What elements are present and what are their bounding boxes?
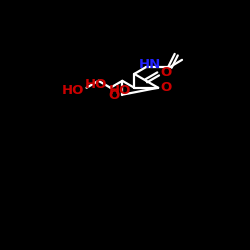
Text: HO: HO	[109, 84, 131, 97]
Text: O: O	[108, 89, 120, 102]
Text: HN: HN	[139, 58, 161, 71]
Text: O: O	[161, 81, 172, 94]
Text: O: O	[161, 66, 172, 79]
Text: HO: HO	[62, 84, 84, 97]
Text: HO: HO	[84, 78, 107, 91]
